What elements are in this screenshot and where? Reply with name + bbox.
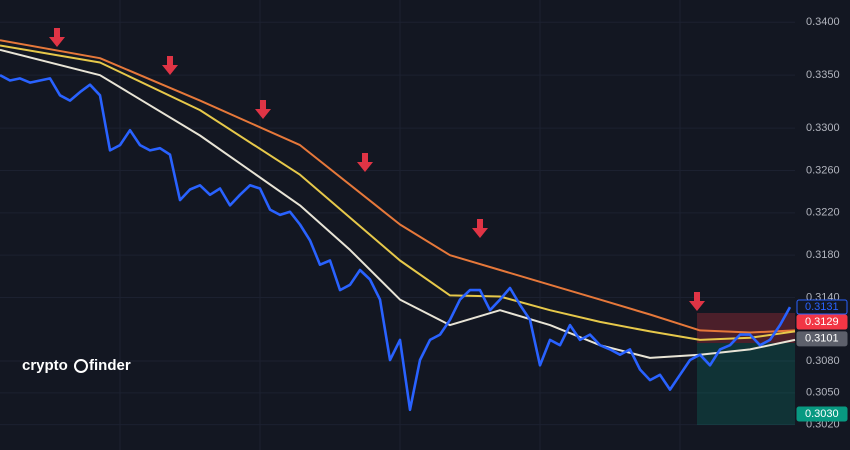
price-line [0,48,796,359]
price-tag [796,314,848,330]
position-box [697,313,795,425]
watermark: crypto finder [22,357,131,374]
price-tag-label: 0.3129 [805,316,839,328]
price-tag-label: 0.3131 [805,301,839,313]
grid [0,21,795,426]
y-tick-label: 0.3300 [806,122,840,134]
y-tick-label: 0.3180 [806,249,840,261]
y-tick-label: 0.3220 [806,207,840,219]
y-tick-label: 0.3260 [806,164,840,176]
price-axis: 0.3400 0.3350 0.3300 0.3260 0.3220 0.3180 0.31… [796,16,848,430]
y-tick-label: 0.3400 [806,16,840,28]
brand-left: crypto [22,357,68,374]
y-tick-label: 0.3050 [806,387,840,399]
y-tick-label: 0.3080 [806,355,840,367]
y-tick-label: 0.3350 [806,69,840,81]
price-line [0,39,796,334]
price-tag-label: 0.3030 [805,408,839,420]
price-tag [796,406,848,422]
arrows [49,28,705,311]
brand-right: finder [89,357,131,374]
price-tag-label: 0.3101 [805,333,839,345]
lines [0,39,796,412]
brand-icon [74,359,88,373]
price-line [0,44,796,341]
price-tag [796,331,848,347]
price-line [0,74,792,412]
price-tag [796,299,848,315]
